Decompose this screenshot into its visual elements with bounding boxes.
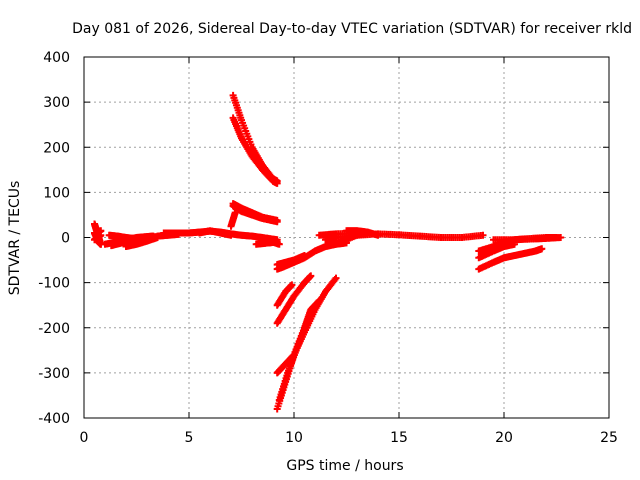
y-tick-label: -400 (38, 411, 70, 427)
data-point (231, 209, 239, 217)
data-point (332, 274, 340, 282)
data-point (538, 245, 546, 253)
y-tick-label: 400 (43, 50, 70, 66)
y-tick-label: 100 (43, 185, 70, 201)
x-tick-label: 5 (185, 430, 194, 446)
y-tick-label: -200 (38, 321, 70, 337)
data-point (311, 301, 319, 309)
data-point (273, 218, 281, 226)
x-tick-label: 15 (390, 430, 408, 446)
chart-title: Day 081 of 2026, Sidereal Day-to-day VTE… (72, 21, 632, 37)
axis-ticks: 0 5 10 15 20 25 -400 -300 -200 -100 0 100 200 300 400 (38, 50, 618, 446)
data-point (288, 281, 296, 289)
x-axis-title: GPS time / hours (286, 458, 403, 474)
y-tick-label: 200 (43, 140, 70, 156)
y-tick-label: -300 (38, 366, 70, 382)
data-points (91, 91, 565, 413)
data-point (227, 231, 235, 239)
data-point (273, 179, 281, 187)
y-tick-label: -100 (38, 276, 70, 292)
x-tick-label: 10 (285, 430, 303, 446)
y-tick-label: 300 (43, 95, 70, 111)
data-point (301, 252, 308, 260)
x-tick-label: 20 (495, 430, 513, 446)
x-tick-label: 0 (80, 430, 89, 446)
y-axis-title: SDTVAR / TECUs (7, 181, 23, 296)
data-point (273, 238, 281, 246)
data-point (479, 231, 487, 239)
data-point (364, 228, 371, 236)
y-tick-label: 0 (61, 231, 70, 247)
x-tick-label: 25 (600, 430, 618, 446)
data-point (374, 231, 382, 239)
data-point (315, 297, 323, 305)
data-point (307, 272, 315, 280)
data-point (97, 227, 105, 235)
data-point (557, 234, 565, 241)
